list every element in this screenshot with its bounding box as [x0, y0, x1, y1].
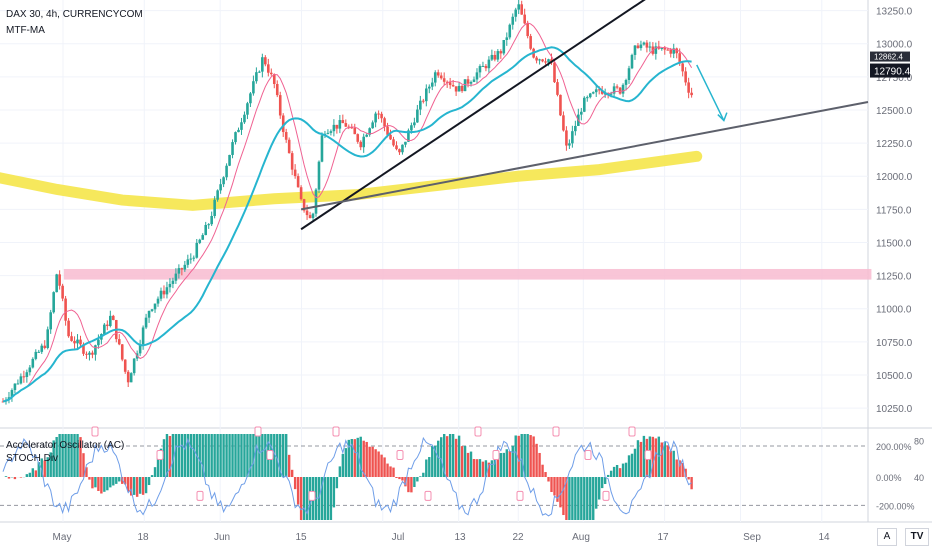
svg-text:12862.4: 12862.4 — [874, 53, 903, 62]
candle — [52, 291, 55, 313]
time-tick-label: 15 — [295, 532, 307, 543]
auto-scale-button[interactable]: A — [877, 528, 897, 546]
time-tick-label: 13 — [454, 532, 466, 543]
candle — [103, 323, 106, 334]
divergence-marker — [493, 451, 499, 460]
candle — [315, 188, 318, 217]
candle — [133, 358, 136, 375]
price-tick-label: 11000.0 — [876, 305, 912, 316]
candle — [508, 24, 511, 40]
candle — [55, 274, 58, 293]
divergence-marker — [255, 427, 261, 436]
divergence-marker — [267, 451, 273, 460]
candle — [631, 54, 634, 69]
time-tick-label: Sep — [743, 532, 761, 543]
divergence-marker — [333, 427, 339, 436]
upper-price-tag: 12862.4 — [870, 52, 910, 62]
price-tick-label: 10750.0 — [876, 338, 913, 349]
candle — [300, 185, 303, 200]
candle — [124, 359, 127, 374]
price-tick-label: 10250.0 — [876, 404, 913, 415]
candle — [583, 96, 586, 112]
time-tick-label: Jun — [214, 532, 230, 543]
time-tick-label: 17 — [657, 532, 669, 543]
divergence-marker — [425, 491, 431, 500]
candle — [130, 372, 133, 382]
candle — [46, 327, 49, 350]
indicator-legend-stoch[interactable]: STOCH Div — [6, 453, 58, 464]
candle — [559, 94, 562, 116]
divergence-marker — [553, 427, 559, 436]
tradingview-logo-icon[interactable]: TV — [905, 528, 929, 546]
last-price-tag: 12790.4 — [870, 64, 911, 78]
candle — [288, 137, 291, 153]
price-tick-label: 13000.0 — [876, 40, 913, 51]
divergence-marker — [92, 427, 98, 436]
price-tick-label: 12000.0 — [876, 172, 913, 183]
time-tick-label: Jul — [392, 532, 405, 543]
divergence-marker — [197, 491, 203, 500]
candle — [32, 357, 35, 368]
time-tick-label: 18 — [137, 532, 149, 543]
price-tick-label: 12250.0 — [876, 139, 913, 150]
symbol-title[interactable]: DAX 30, 4h, CURRENCYCOM — [6, 9, 143, 20]
candle — [67, 318, 70, 338]
divergence-marker — [629, 427, 635, 436]
candle — [279, 92, 282, 119]
candle — [318, 160, 321, 193]
divergence-marker — [585, 451, 591, 460]
stoch-scale-label: 40 — [914, 473, 924, 483]
candle — [121, 344, 124, 361]
oscillator-tick-label: 200.00% — [876, 442, 912, 452]
time-tick-label: May — [53, 532, 72, 543]
divergence-marker — [517, 491, 523, 500]
indicator-legend-mtf-ma[interactable]: MTF-MA — [6, 25, 45, 36]
candle — [115, 320, 118, 342]
divergence-marker — [645, 451, 651, 460]
indicator-legend-ac[interactable]: Accelerator Oscillator (AC) — [6, 440, 124, 451]
divergence-marker — [309, 491, 315, 500]
price-tick-label: 11250.0 — [876, 272, 912, 283]
price-tick-label: 11500.0 — [876, 238, 912, 249]
price-tick-label: 10500.0 — [876, 371, 913, 382]
time-tick-label: 22 — [512, 532, 524, 543]
candle — [228, 155, 231, 166]
divergence-marker — [397, 451, 403, 460]
divergence-marker — [603, 491, 609, 500]
svg-text:12790.4: 12790.4 — [874, 67, 911, 78]
price-tick-label: 12500.0 — [876, 106, 913, 117]
price-tick-label: 11750.0 — [876, 205, 912, 216]
stoch-scale-label: 80 — [914, 436, 924, 446]
candle — [529, 34, 532, 50]
price-tick-label: 13250.0 — [876, 7, 913, 18]
candle — [321, 132, 324, 162]
time-tick-label: 14 — [818, 532, 830, 543]
oscillator-tick-label: 0.00% — [876, 473, 902, 483]
divergence-marker — [475, 427, 481, 436]
divergence-marker — [157, 451, 163, 460]
candle — [503, 40, 506, 55]
time-tick-label: Aug — [572, 532, 590, 543]
oscillator-tick-label: -200.00% — [876, 501, 915, 511]
